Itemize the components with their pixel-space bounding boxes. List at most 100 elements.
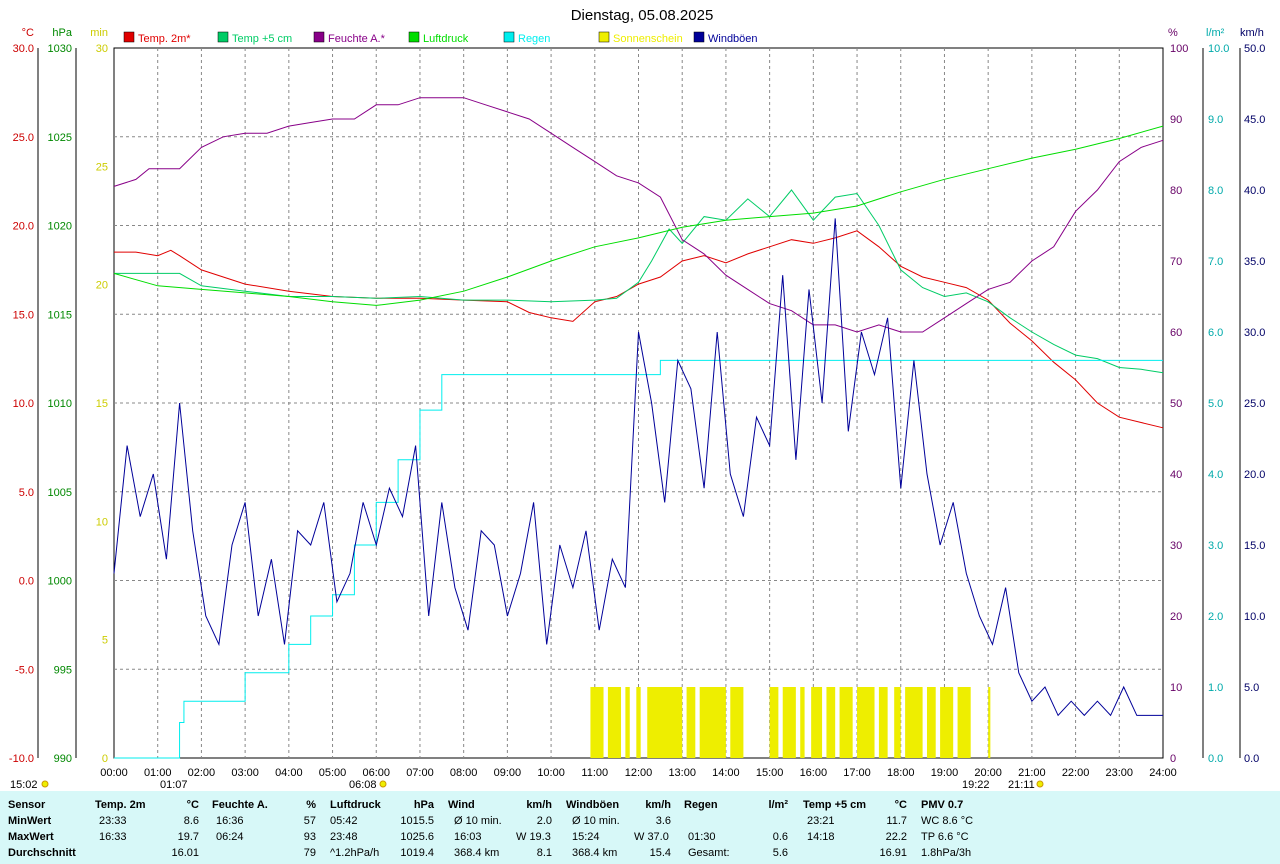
stats-header: PMV 0.7 — [921, 799, 964, 811]
tick-label-sunshine_min: 30 — [96, 43, 108, 55]
stats-header: Temp +5 cm — [803, 799, 867, 811]
tick-label-rain_lm2: 10.0 — [1208, 43, 1229, 55]
stats-temp2m: Temp. 2m °C 23:33 8.6 16:33 19.7 16.01 — [95, 791, 205, 864]
stats-row-label: MaxWert — [8, 831, 54, 843]
legend-label: Luftdruck — [423, 33, 469, 45]
stats-header: Temp. 2m — [95, 799, 146, 811]
series-line-wind_kmh — [113, 218, 1163, 717]
stats-row-label: MinWert — [8, 815, 52, 827]
sunshine-bar — [800, 687, 805, 758]
tick-label-sunshine_min: 15 — [96, 398, 108, 410]
tick-label-sunshine_min: 5 — [102, 635, 108, 647]
x-tick-label: 21:00 — [1018, 767, 1046, 779]
sunshine-bar — [988, 687, 991, 758]
stats-header: Regen — [684, 799, 718, 811]
legend-label: Temp +5 cm — [232, 33, 292, 45]
stats-time: 23:21 — [807, 815, 835, 827]
x-tick-label: 04:00 — [275, 767, 303, 779]
stats-time: 23:48 — [330, 831, 358, 843]
tick-label-wind_kmh: 20.0 — [1244, 469, 1265, 481]
stats-value: 22.2 — [885, 831, 907, 843]
stats-time: 14:18 — [807, 831, 835, 843]
stats-time: 16:33 — [99, 831, 127, 843]
tick-label-pressure_hpa: 1015 — [48, 309, 72, 321]
tick-label-temp_c: 10.0 — [13, 398, 34, 410]
tick-label-rain_lm2: 6.0 — [1208, 327, 1223, 339]
axis-unit-temp_c: °C — [22, 27, 34, 39]
stats-row-label: Durchschnitt — [8, 847, 76, 859]
series-line-pressure_hpa — [113, 125, 1164, 306]
tick-label-humidity_pct: 40 — [1170, 469, 1182, 481]
tick-label-temp_c: 0.0 — [19, 576, 34, 588]
sunshine-bar — [625, 687, 630, 758]
legend-label: Windböen — [708, 33, 758, 45]
stats-time: Ø 10 min. — [572, 815, 620, 827]
x-tick-label: 18:00 — [887, 767, 915, 779]
sunshine-bar — [699, 687, 726, 758]
sunrise-time: 06:08 — [349, 779, 377, 791]
sunshine-bar — [857, 687, 875, 758]
stats-time: Ø 10 min. — [454, 815, 502, 827]
axis-unit-humidity_pct: % — [1168, 27, 1178, 39]
legend-swatch — [408, 31, 420, 43]
sunshine-bar — [769, 687, 779, 758]
tick-label-wind_kmh: 25.0 — [1244, 398, 1265, 410]
tick-label-pressure_hpa: 1005 — [48, 487, 72, 499]
tick-label-rain_lm2: 5.0 — [1208, 398, 1223, 410]
axis-unit-pressure_hpa: hPa — [52, 27, 72, 39]
sunshine-bar — [636, 687, 641, 758]
stats-time: 05:42 — [330, 815, 358, 827]
stats-unit: l/m² — [768, 799, 788, 811]
x-tick-label: 16:00 — [800, 767, 828, 779]
x-tick-label: 17:00 — [843, 767, 871, 779]
stats-regen: Regen l/m² 01:30 0.6 Gesamt: 5.6 — [684, 791, 794, 864]
left-sun-time: 15:02 — [10, 779, 38, 791]
stats-value: 16.01 — [171, 847, 199, 859]
sun-icon — [41, 780, 49, 788]
x-tick-label: 10:00 — [537, 767, 565, 779]
x-tick-label: 08:00 — [450, 767, 478, 779]
stats-time: Gesamt: — [688, 847, 730, 859]
sun-icon — [1036, 780, 1044, 788]
stats-time: 06:24 — [216, 831, 244, 843]
sun-icon — [379, 780, 387, 788]
tick-label-humidity_pct: 20 — [1170, 611, 1182, 623]
stats-value: WC 8.6 °C — [921, 815, 974, 827]
stats-value: 8.1 — [536, 847, 552, 859]
stats-value: 0.6 — [772, 831, 788, 843]
tick-label-wind_kmh: 45.0 — [1244, 114, 1265, 126]
stats-time: 368.4 km — [454, 847, 500, 859]
tick-label-pressure_hpa: 990 — [54, 753, 72, 765]
sunshine-bar — [926, 687, 936, 758]
sunshine-bar — [826, 687, 836, 758]
legend-swatch — [217, 31, 229, 43]
stats-value: 5.6 — [772, 847, 788, 859]
stats-time: 16:03 — [454, 831, 482, 843]
tick-label-pressure_hpa: 1020 — [48, 221, 72, 233]
series-line-humidity_pct — [113, 97, 1164, 333]
tick-label-wind_kmh: 35.0 — [1244, 256, 1265, 268]
series-line-rain_lm2 — [114, 359, 1163, 759]
stats-time: 23:33 — [99, 815, 127, 827]
x-tick-label: 20:00 — [974, 767, 1002, 779]
x-tick-label: 03:00 — [231, 767, 259, 779]
stats-value: TP 6.6 °C — [921, 831, 969, 843]
tick-label-wind_kmh: 15.0 — [1244, 540, 1265, 552]
tick-label-humidity_pct: 10 — [1170, 682, 1182, 694]
stats-pmv: PMV 0.7 WC 8.6 °C TP 6.6 °C 1.8hPa/3h — [921, 791, 1021, 864]
legend-label: Temp. 2m* — [138, 33, 191, 45]
tick-label-pressure_hpa: 1025 — [48, 132, 72, 144]
sunshine-bar — [647, 687, 683, 758]
stats-value: 11.7 — [886, 815, 907, 827]
tick-label-wind_kmh: 30.0 — [1244, 327, 1265, 339]
sunshine-bar — [940, 687, 954, 758]
legend-label: Regen — [518, 33, 550, 45]
stats-value: 3.6 — [655, 815, 671, 827]
stats-temp5: Temp +5 cm °C 23:21 11.7 14:18 22.2 16.91 — [803, 791, 913, 864]
stats-header: Luftdruck — [330, 799, 381, 811]
x-tick-label: 24:00 — [1149, 767, 1177, 779]
tick-label-humidity_pct: 100 — [1170, 43, 1188, 55]
x-tick-label: 00:00 — [100, 767, 128, 779]
sunshine-bar — [782, 687, 796, 758]
tick-label-humidity_pct: 90 — [1170, 114, 1182, 126]
